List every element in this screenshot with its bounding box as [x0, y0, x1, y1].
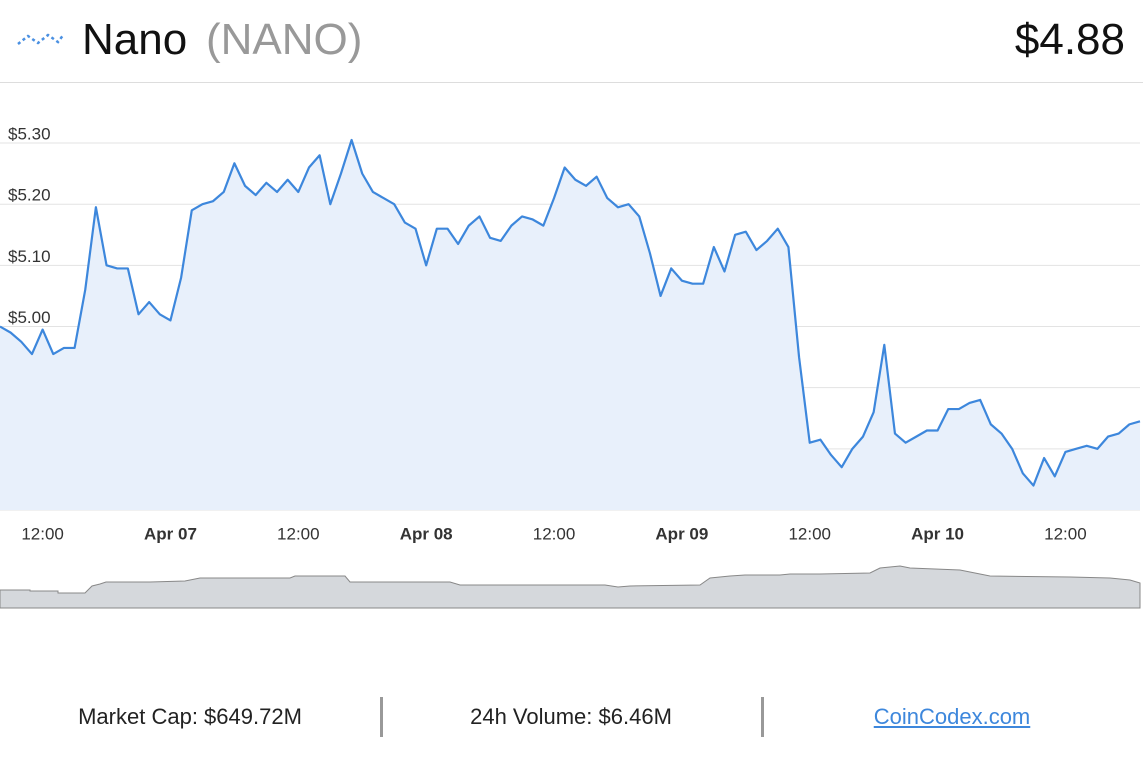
navigator-area [0, 565, 1141, 609]
x-tick-label: Apr 08 [400, 524, 453, 543]
y-tick-label: $5.00 [8, 308, 51, 327]
x-tick-label: Apr 07 [144, 524, 197, 543]
market-cap: Market Cap: $649.72M [78, 704, 302, 729]
price-line [0, 138, 1141, 487]
y-tick-label: $5.20 [8, 186, 51, 205]
x-tick-label: 12:00 [21, 524, 64, 543]
y-tick-label: $5.30 [8, 125, 51, 144]
x-tick-label: 12:00 [1044, 524, 1087, 543]
chart: $4.70$4.80$4.90$5.00$5.10$5.20$5.3012:00… [0, 125, 1141, 609]
x-tick-label: 12:00 [277, 524, 320, 543]
x-tick-label: 12:00 [533, 524, 576, 543]
x-tick-label: Apr 09 [655, 524, 708, 543]
price-area [0, 139, 1140, 510]
x-tick-label: 12:00 [788, 524, 831, 543]
footer-divider [761, 697, 764, 737]
coin-price: $4.88 [1014, 15, 1125, 64]
source-link[interactable]: CoinCodex.com [873, 704, 1031, 729]
volume-24h: 24h Volume: $6.46M [470, 704, 672, 729]
logo [17, 33, 65, 45]
y-tick-label: $5.10 [8, 247, 51, 266]
header-divider [0, 82, 1143, 83]
x-tick-label: Apr 10 [911, 524, 964, 543]
coin-ticker: (NANO) [206, 15, 363, 64]
footer-divider [380, 697, 383, 737]
coin-name: Nano [82, 15, 188, 64]
